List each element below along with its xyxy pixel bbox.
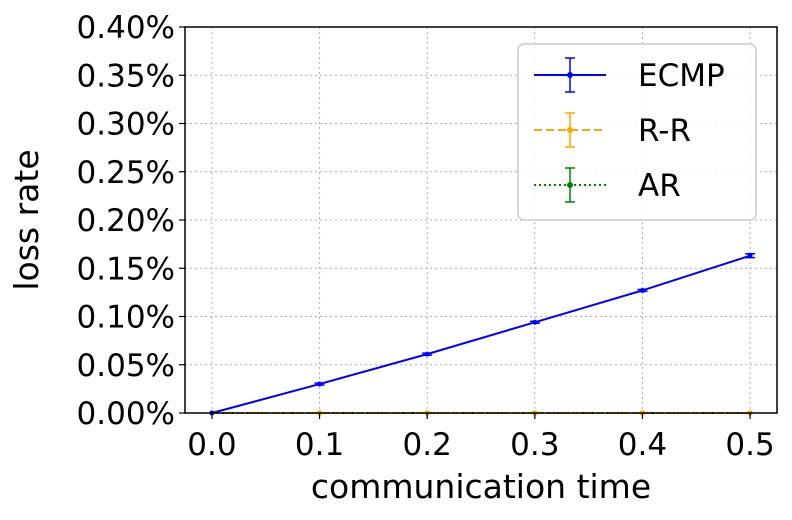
y-tick-label: 0.00%	[77, 396, 175, 432]
y-axis: 0.00% 0.05% 0.10% 0.15% 0.20% 0.25% 0.30% 0.35%…	[77, 10, 185, 432]
data-point	[747, 253, 753, 259]
y-tick-label: 0.20%	[77, 203, 175, 239]
series-layer	[209, 253, 756, 416]
legend-label: R-R	[638, 113, 691, 149]
x-tick-label: 0.5	[725, 427, 774, 463]
x-tick-label: 0.3	[510, 427, 559, 463]
data-point	[424, 351, 430, 357]
y-tick-label: 0.40%	[77, 10, 175, 46]
data-point	[317, 381, 323, 387]
y-tick-label: 0.30%	[77, 107, 175, 143]
y-tick-label: 0.10%	[77, 300, 175, 336]
legend-marker	[567, 72, 573, 78]
y-axis-label: loss rate	[7, 149, 46, 290]
data-point	[532, 319, 538, 325]
legend-item-ecmp: ECMP	[534, 57, 725, 94]
x-tick-label: 0.2	[403, 427, 452, 463]
y-tick-label: 0.35%	[77, 58, 175, 94]
y-tick-label: 0.05%	[77, 348, 175, 384]
x-axis-label: communication time	[311, 467, 651, 506]
x-tick-label: 0.1	[295, 427, 344, 463]
x-axis: 0.0 0.1 0.2 0.3 0.4 0.5	[187, 413, 775, 463]
legend-marker	[567, 182, 573, 188]
y-tick-label: 0.25%	[77, 155, 175, 191]
legend-marker	[567, 127, 573, 133]
legend-box	[517, 43, 757, 221]
series-line	[211, 254, 751, 414]
legend: ECMP R-R AR	[517, 43, 757, 221]
series-ecmp	[209, 253, 756, 416]
data-point	[639, 287, 645, 293]
legend-label: ECMP	[638, 58, 725, 94]
legend-item-r-r: R-R	[534, 112, 691, 149]
legend-label: AR	[638, 168, 681, 204]
y-tick-label: 0.15%	[77, 251, 175, 287]
legend-item-ar: AR	[534, 167, 681, 204]
x-tick-label: 0.0	[187, 427, 236, 463]
x-tick-label: 0.4	[618, 427, 667, 463]
